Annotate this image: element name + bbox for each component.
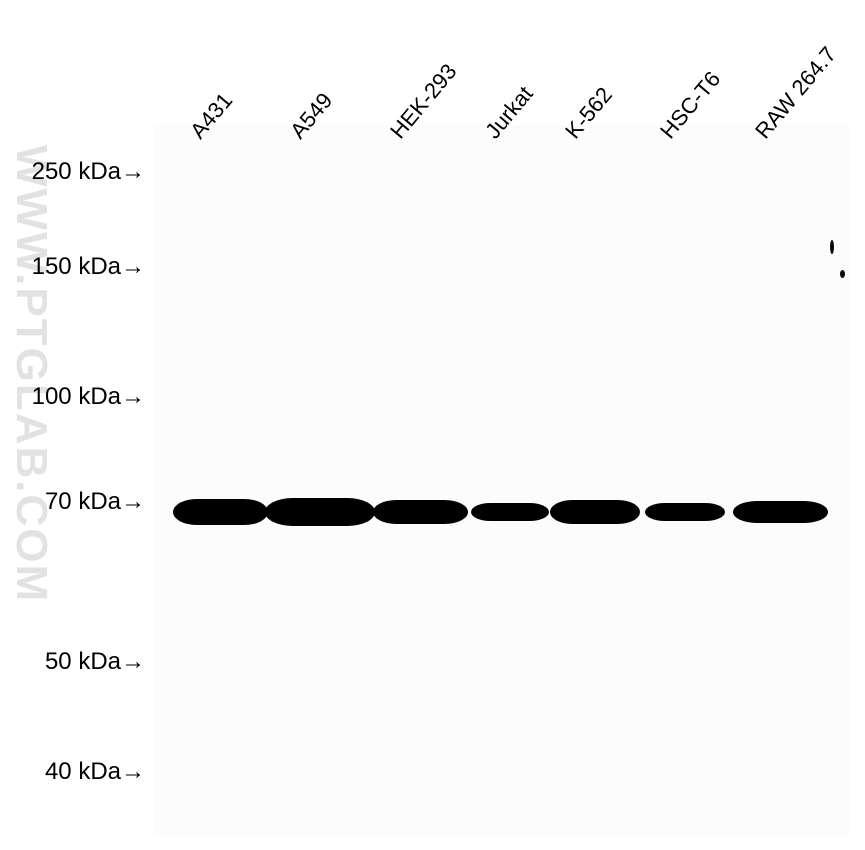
mw-marker-label: 70 kDa→ bbox=[0, 488, 145, 516]
blot-membrane bbox=[155, 125, 850, 835]
noise-speck bbox=[840, 270, 845, 278]
watermark-text: WWW.PTGLAB.COM bbox=[6, 145, 56, 603]
protein-band bbox=[550, 500, 640, 524]
mw-marker-label: 250 kDa→ bbox=[0, 158, 145, 186]
protein-band bbox=[645, 503, 725, 521]
protein-band bbox=[173, 499, 268, 525]
protein-band bbox=[733, 501, 828, 523]
mw-marker-label: 50 kDa→ bbox=[0, 648, 145, 676]
mw-marker-label: 150 kDa→ bbox=[0, 253, 145, 281]
mw-marker-label: 40 kDa→ bbox=[0, 758, 145, 786]
protein-band bbox=[373, 500, 468, 524]
protein-band bbox=[471, 503, 549, 521]
noise-speck bbox=[830, 240, 834, 254]
mw-marker-label: 100 kDa→ bbox=[0, 383, 145, 411]
protein-band bbox=[265, 498, 375, 526]
